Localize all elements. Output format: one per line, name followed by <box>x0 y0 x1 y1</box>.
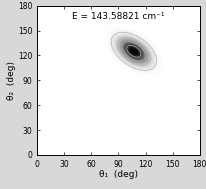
Text: E = 143.58821 cm⁻¹: E = 143.58821 cm⁻¹ <box>72 12 165 21</box>
X-axis label: θ₁  (deg): θ₁ (deg) <box>99 170 138 179</box>
Y-axis label: θ₂  (deg): θ₂ (deg) <box>7 61 16 100</box>
